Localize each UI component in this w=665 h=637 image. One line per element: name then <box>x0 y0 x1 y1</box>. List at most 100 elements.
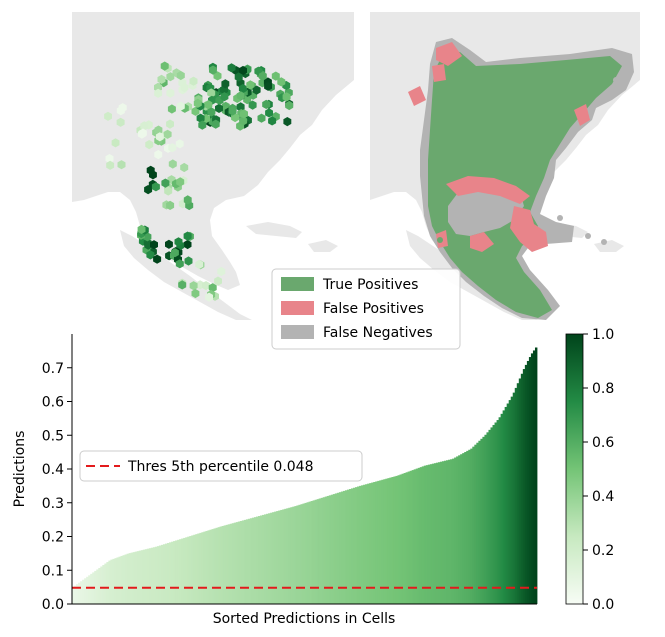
bar <box>532 350 536 604</box>
bar <box>504 406 508 604</box>
bar <box>486 432 489 604</box>
bar <box>387 478 390 604</box>
prediction-cell <box>220 92 229 102</box>
prediction-cell <box>227 63 236 73</box>
bar <box>298 504 301 604</box>
bar <box>98 567 101 604</box>
y-tick-label: 0.3 <box>42 496 64 512</box>
bar <box>114 558 117 604</box>
bar <box>320 497 324 604</box>
bar <box>116 557 119 604</box>
bar <box>195 534 198 604</box>
map-legend: True Positives False Positives False Neg… <box>271 268 461 350</box>
bar <box>484 434 487 604</box>
bar <box>379 480 382 604</box>
bar <box>429 464 433 604</box>
true-positives-region <box>428 52 622 318</box>
bar <box>435 462 439 604</box>
colorbar-tick-label: 0.6 <box>592 435 614 451</box>
bar <box>421 466 425 604</box>
bar <box>207 530 210 604</box>
bar <box>474 444 477 604</box>
bar <box>369 483 372 604</box>
bar <box>165 543 168 604</box>
prediction-cell <box>171 248 179 258</box>
bar <box>346 489 350 604</box>
prediction-cell <box>175 139 184 149</box>
prediction-cell <box>198 120 207 130</box>
prediction-cell <box>262 99 271 109</box>
prediction-cell <box>151 182 160 192</box>
bar <box>90 573 93 604</box>
bar <box>405 472 409 604</box>
bar <box>490 427 493 604</box>
prediction-cell <box>189 76 198 86</box>
y-tick-label: 0.0 <box>42 597 64 613</box>
bar <box>338 492 342 604</box>
bar <box>397 475 400 604</box>
bar <box>286 508 289 604</box>
bar <box>138 550 142 604</box>
bar <box>500 413 504 604</box>
bar <box>290 507 293 604</box>
bar <box>312 500 316 604</box>
bar <box>357 486 360 604</box>
bar <box>78 582 81 604</box>
prediction-cell <box>208 283 217 293</box>
prediction-cell <box>240 109 248 119</box>
prediction-cell <box>189 281 198 291</box>
bar <box>306 502 309 604</box>
bar <box>260 515 263 604</box>
bar <box>152 547 156 604</box>
bar <box>96 569 99 604</box>
bar <box>480 438 483 604</box>
bar <box>227 524 231 604</box>
bar <box>187 536 190 604</box>
prediction-cell <box>195 259 204 269</box>
bar <box>278 510 281 604</box>
legend-swatch <box>281 325 314 339</box>
bar <box>262 514 265 604</box>
prediction-cell <box>160 61 169 71</box>
prediction-cell <box>183 195 192 205</box>
bar <box>353 487 356 604</box>
bar <box>112 558 115 604</box>
prediction-cell <box>268 116 277 126</box>
bar <box>223 525 227 604</box>
colorbar-tick-label: 0.4 <box>592 489 614 505</box>
bar <box>106 562 109 604</box>
prediction-cell <box>239 65 247 76</box>
threshold-legend: Thres 5th percentile 0.048 <box>79 450 363 482</box>
bar <box>215 527 218 604</box>
bar <box>100 566 103 604</box>
prediction-cell <box>228 106 237 116</box>
bar <box>76 584 79 604</box>
bar <box>120 555 123 604</box>
prediction-cell <box>207 107 216 117</box>
bar <box>488 429 491 604</box>
prediction-cell <box>146 165 155 175</box>
prediction-cell <box>234 72 243 82</box>
bar <box>462 453 465 604</box>
bar <box>441 461 445 604</box>
bar <box>439 461 443 604</box>
bar <box>272 512 275 604</box>
bar <box>433 463 437 604</box>
bar <box>322 497 326 604</box>
prediction-cell <box>140 121 149 131</box>
map-panel-classification <box>370 12 640 320</box>
bar <box>201 532 204 604</box>
legend-swatch <box>281 301 314 315</box>
bar <box>454 457 457 604</box>
prediction-cell <box>282 92 291 102</box>
bar <box>450 459 453 604</box>
prediction-cell <box>157 74 166 84</box>
bar <box>294 506 297 604</box>
bar <box>431 463 435 604</box>
x-axis-label: Sorted Predictions in Cells <box>213 611 396 627</box>
bar <box>316 499 320 604</box>
bar <box>229 523 233 604</box>
bar <box>411 470 415 604</box>
prediction-cell <box>214 276 222 286</box>
